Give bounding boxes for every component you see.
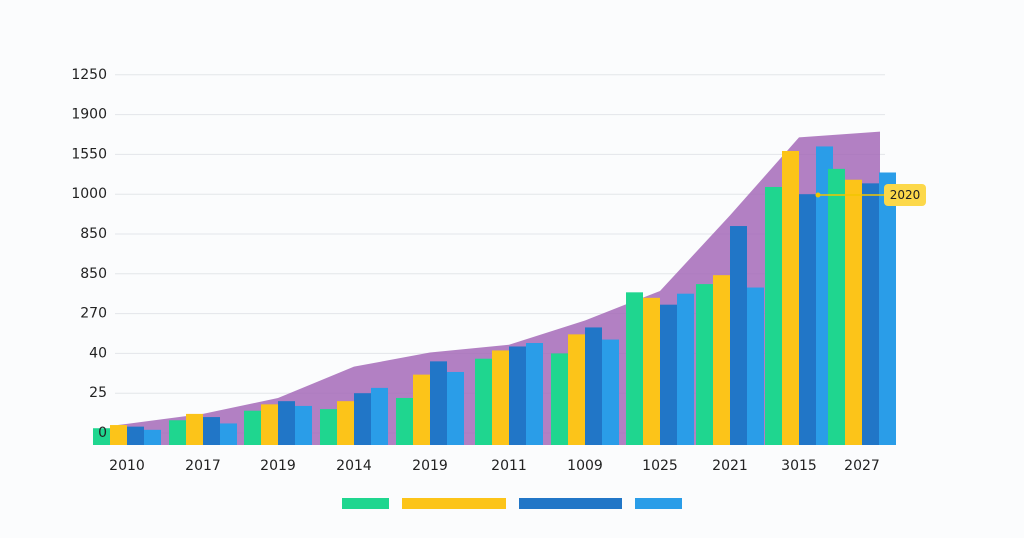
legend-swatch bbox=[402, 498, 506, 509]
legend-swatch bbox=[635, 498, 682, 509]
annotation-text: 2020 bbox=[890, 188, 921, 202]
y-tick-label: 270 bbox=[80, 306, 107, 322]
bar bbox=[526, 343, 543, 445]
bar bbox=[730, 226, 747, 445]
x-tick-label: 2019 bbox=[412, 458, 448, 474]
grid bbox=[115, 74, 885, 434]
bar bbox=[413, 374, 430, 445]
x-tick-label: 2021 bbox=[712, 458, 748, 474]
bar bbox=[862, 183, 879, 445]
legend-swatch bbox=[519, 498, 622, 509]
x-tick-label: 1025 bbox=[642, 458, 678, 474]
bar bbox=[602, 339, 619, 445]
bar bbox=[320, 409, 337, 445]
bar bbox=[220, 423, 237, 445]
bar bbox=[643, 297, 660, 445]
bar bbox=[169, 420, 186, 445]
bar bbox=[278, 401, 295, 445]
bar bbox=[585, 327, 602, 445]
legend-swatch bbox=[342, 498, 389, 509]
bar bbox=[713, 275, 730, 445]
x-tick-label: 2019 bbox=[260, 458, 296, 474]
x-tick-label: 2011 bbox=[491, 458, 527, 474]
y-tick-label: 1900 bbox=[71, 107, 107, 123]
bar bbox=[765, 186, 782, 446]
y-tick-label: 1550 bbox=[71, 146, 107, 162]
annotation-dot bbox=[815, 192, 821, 198]
bar bbox=[782, 150, 799, 445]
bar bbox=[396, 397, 413, 445]
bar bbox=[696, 284, 713, 445]
bar bbox=[203, 417, 220, 445]
annotation-box bbox=[884, 184, 926, 206]
bar bbox=[354, 393, 371, 445]
y-tick-label: 40 bbox=[89, 345, 107, 361]
bar bbox=[660, 304, 677, 445]
y-tick-label: 25 bbox=[89, 385, 107, 401]
bar bbox=[447, 371, 464, 445]
bar bbox=[626, 292, 643, 445]
x-tick-label: 2017 bbox=[185, 458, 221, 474]
bar bbox=[747, 287, 764, 445]
bar bbox=[110, 425, 127, 445]
bar bbox=[371, 387, 388, 445]
labels: 0 25 40 270 850 850 1000 1550 1900 1250 2010 2017 20… bbox=[71, 67, 879, 474]
bar bbox=[127, 426, 144, 445]
bar bbox=[186, 413, 203, 445]
y-tick-label: 850 bbox=[80, 226, 107, 242]
bar bbox=[828, 168, 845, 445]
y-tick-label: 0 bbox=[98, 425, 107, 441]
bar bbox=[845, 179, 862, 445]
bar bbox=[677, 293, 694, 445]
bar bbox=[144, 429, 161, 445]
bar bbox=[295, 405, 312, 445]
bar bbox=[492, 350, 509, 445]
x-tick-label: 2014 bbox=[336, 458, 372, 474]
x-tick-label: 1009 bbox=[567, 458, 603, 474]
y-tick-label: 1000 bbox=[71, 186, 107, 202]
x-tick-label: 2027 bbox=[844, 458, 880, 474]
bar bbox=[337, 401, 354, 445]
bar bbox=[244, 410, 261, 445]
y-tick-label: 850 bbox=[80, 266, 107, 282]
y-tick-label: 1250 bbox=[71, 67, 107, 83]
bar bbox=[568, 334, 585, 445]
bar bbox=[475, 358, 492, 445]
bar bbox=[551, 353, 568, 445]
x-tick-label: 2010 bbox=[109, 458, 145, 474]
bar bbox=[261, 404, 278, 445]
bar bbox=[430, 361, 447, 445]
bar bbox=[93, 428, 110, 445]
bars bbox=[93, 146, 896, 446]
bar bbox=[879, 172, 896, 445]
x-tick-label: 3015 bbox=[781, 458, 817, 474]
bar bbox=[509, 346, 526, 445]
bar bbox=[799, 194, 816, 445]
